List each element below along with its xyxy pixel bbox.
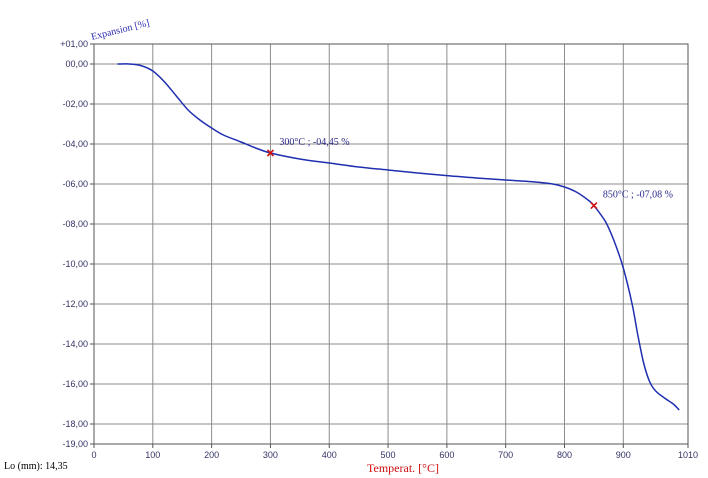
lo-label: Lo (mm): 14,35 bbox=[4, 461, 68, 472]
y-axis-label: Expansion [%] bbox=[90, 18, 151, 43]
x-tick-label: 300 bbox=[263, 450, 278, 460]
x-tick-label: 0 bbox=[91, 450, 96, 460]
y-tick-label: 00,00 bbox=[65, 59, 88, 69]
plot-area-frame bbox=[93, 43, 689, 445]
y-tick-label: -18,00 bbox=[62, 419, 88, 429]
data-marker bbox=[266, 149, 275, 157]
x-axis-label: Temperat. [°C] bbox=[367, 461, 439, 475]
x-tick-label: 700 bbox=[498, 450, 513, 460]
y-tick-label: -02,00 bbox=[62, 99, 88, 109]
x-tick-label: 100 bbox=[145, 450, 160, 460]
x-axis-ticks: 0 100 200 300 400 500 600 700 800 900 1010 bbox=[91, 444, 698, 460]
y-tick-label: -19,00 bbox=[62, 439, 88, 449]
y-tick-label: -16,00 bbox=[62, 379, 88, 389]
y-tick-label: -06,00 bbox=[62, 179, 88, 189]
y-tick-label: -14,00 bbox=[62, 339, 88, 349]
y-tick-label: -12,00 bbox=[62, 299, 88, 309]
series-line bbox=[117, 63, 680, 411]
y-tick-label: -08,00 bbox=[62, 219, 88, 229]
y-tick-label: +01,00 bbox=[60, 39, 88, 49]
x-tick-label: 800 bbox=[557, 450, 572, 460]
data-marker bbox=[590, 202, 598, 210]
y-tick-label: -10,00 bbox=[62, 259, 88, 269]
markers: 300°C ; -04,45 % 850°C ; -07,08 % bbox=[266, 137, 673, 210]
y-tick-label: -04,00 bbox=[62, 139, 88, 149]
x-tick-label: 900 bbox=[616, 450, 631, 460]
x-tick-label: 400 bbox=[322, 450, 337, 460]
marker-label: 850°C ; -07,08 % bbox=[603, 190, 673, 201]
y-axis-ticks: +01,00 00,00 -02,00 -04,00 -06,00 -08,00 -10,0… bbox=[60, 39, 94, 449]
x-tick-label: 1010 bbox=[678, 450, 698, 460]
x-tick-label: 500 bbox=[381, 450, 396, 460]
marker-label: 300°C ; -04,45 % bbox=[279, 137, 349, 148]
x-tick-label: 200 bbox=[204, 450, 219, 460]
x-tick-label: 600 bbox=[439, 450, 454, 460]
